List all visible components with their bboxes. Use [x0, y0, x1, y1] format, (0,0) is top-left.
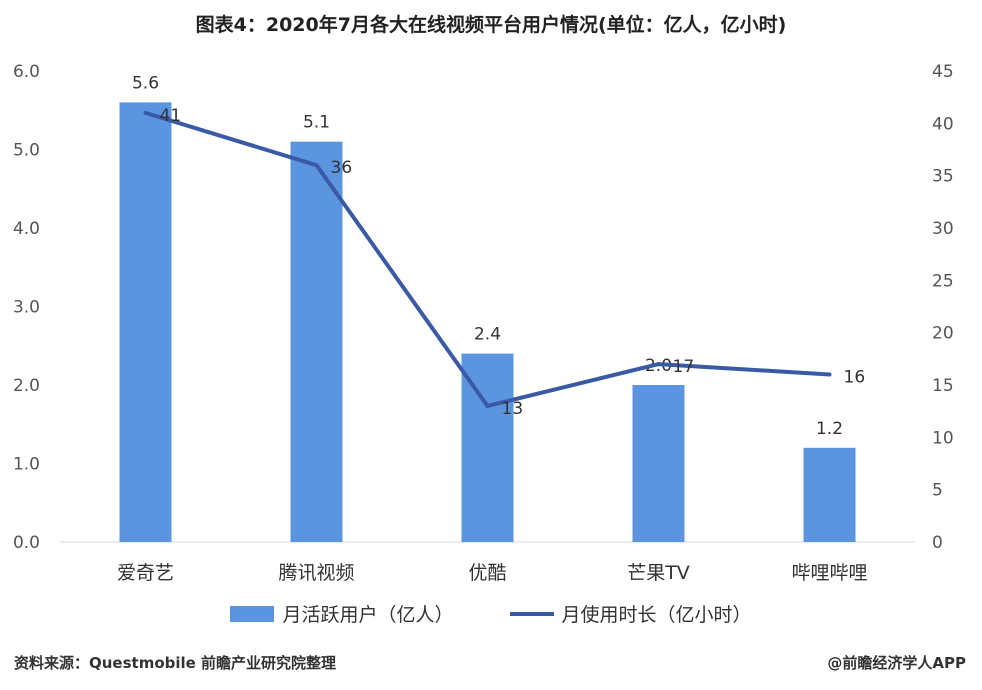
right-tick-label: 10	[932, 428, 954, 448]
right-tick-label: 45	[932, 62, 954, 82]
left-tick-label: 4.0	[13, 219, 40, 239]
bar-value-label: 2.4	[474, 325, 501, 345]
right-tick-label: 30	[932, 219, 954, 239]
bar-value-label: 1.2	[816, 419, 843, 439]
bar	[290, 141, 343, 542]
combo-chart: 0.0 1.0 2.0 3.0 4.0 5.0 6.0 0 5 10 15 20 25 30 35 40 45…	[13, 62, 954, 584]
left-tick-label: 3.0	[13, 298, 40, 318]
bar	[632, 385, 685, 542]
left-tick-label: 5.0	[13, 141, 40, 161]
legend-bar-label: 月活跃用户（亿人）	[282, 604, 454, 626]
left-y-axis: 0.0 1.0 2.0 3.0 4.0 5.0 6.0	[13, 62, 40, 553]
bar-data-labels: 5.65.12.42.01.2	[132, 73, 843, 438]
credit-note: @前瞻经济学人APP	[827, 654, 966, 672]
category-label: 哔哩哔哩	[791, 562, 867, 584]
line-value-label: 36	[331, 158, 353, 178]
right-tick-label: 5	[932, 481, 943, 501]
left-tick-label: 6.0	[13, 62, 40, 82]
left-tick-label: 2.0	[13, 376, 40, 396]
legend-line-swatch	[509, 611, 554, 616]
line-series	[143, 110, 832, 408]
category-label: 腾讯视频	[278, 562, 354, 584]
category-labels: 爱奇艺 腾讯视频 优酷 芒果TV 哔哩哔哩	[117, 562, 868, 584]
category-label: 爱奇艺	[117, 562, 174, 584]
line-data-labels: 41 36 13 17 16	[160, 106, 866, 419]
line-value-label: 16	[844, 368, 866, 388]
right-y-axis: 0 5 10 15 20 25 30 35 40 45	[932, 62, 954, 553]
category-label: 优酷	[468, 562, 506, 584]
line-point	[656, 362, 661, 367]
bar	[461, 353, 514, 542]
source-note: 资料来源：Questmobile 前瞻产业研究院整理	[14, 654, 337, 672]
bar-value-label: 5.6	[132, 73, 159, 93]
line-point	[827, 372, 832, 377]
legend-item-bar: 月活跃用户（亿人）	[230, 600, 454, 627]
left-tick-label: 1.0	[13, 455, 40, 475]
right-tick-label: 0	[932, 533, 943, 553]
legend: 月活跃用户（亿人） 月使用时长（亿小时）	[0, 600, 982, 627]
bar-value-label: 5.1	[303, 113, 330, 133]
line-point	[485, 403, 490, 408]
chart-title: 图表4：2020年7月各大在线视频平台用户情况(单位：亿人，亿小时)	[195, 14, 787, 36]
line-point	[143, 110, 148, 115]
right-tick-label: 15	[932, 376, 954, 396]
right-tick-label: 20	[932, 324, 954, 344]
category-label: 芒果TV	[627, 562, 690, 584]
right-tick-label: 40	[932, 114, 954, 134]
line-value-label: 17	[673, 357, 695, 377]
legend-line-label: 月使用时长（亿小时）	[561, 604, 752, 626]
line-point	[314, 163, 319, 168]
legend-item-line: 月使用时长（亿小时）	[509, 600, 752, 627]
right-tick-label: 25	[932, 271, 954, 291]
legend-bar-swatch	[230, 605, 275, 622]
bar	[119, 102, 172, 543]
bar	[803, 447, 856, 542]
left-tick-label: 0.0	[13, 533, 40, 553]
right-tick-label: 35	[932, 167, 954, 187]
line-value-label: 41	[160, 106, 182, 126]
bar-series	[119, 102, 856, 543]
line-value-label: 13	[502, 399, 524, 419]
